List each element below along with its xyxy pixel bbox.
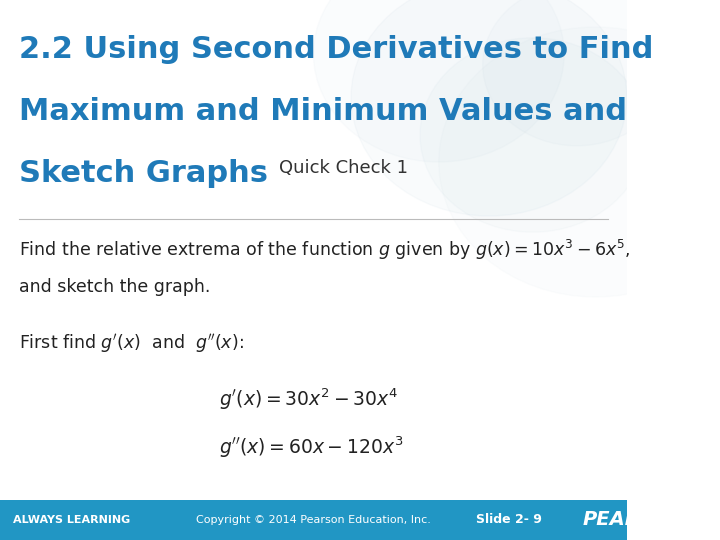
Circle shape [482,0,671,146]
Text: Find the relative extrema of the function $g$ given by $g(x)=10x^3-6x^5$,: Find the relative extrema of the functio… [19,238,630,262]
Text: 2.2 Using Second Derivatives to Find: 2.2 Using Second Derivatives to Find [19,35,653,64]
FancyBboxPatch shape [0,500,627,540]
Text: $g'(x)=30x^2-30x^4$: $g'(x)=30x^2-30x^4$ [220,386,398,411]
Circle shape [313,0,564,162]
Text: Sketch Graphs: Sketch Graphs [19,159,268,188]
Text: Slide 2- 9: Slide 2- 9 [477,513,542,526]
Text: ALWAYS LEARNING: ALWAYS LEARNING [12,515,130,525]
Circle shape [420,38,646,232]
Text: First find $g'(x)$  and  $g''(x)$:: First find $g'(x)$ and $g''(x)$: [19,332,243,355]
Text: Maximum and Minimum Values and: Maximum and Minimum Values and [19,97,627,126]
Text: and sketch the graph.: and sketch the graph. [19,278,210,296]
Text: $g''(x)=60x-120x^3$: $g''(x)=60x-120x^3$ [220,435,404,460]
Text: PEARSON: PEARSON [583,510,688,529]
Text: Quick Check 1: Quick Check 1 [279,159,408,177]
Circle shape [351,0,627,216]
Text: Copyright © 2014 Pearson Education, Inc.: Copyright © 2014 Pearson Education, Inc. [196,515,431,525]
